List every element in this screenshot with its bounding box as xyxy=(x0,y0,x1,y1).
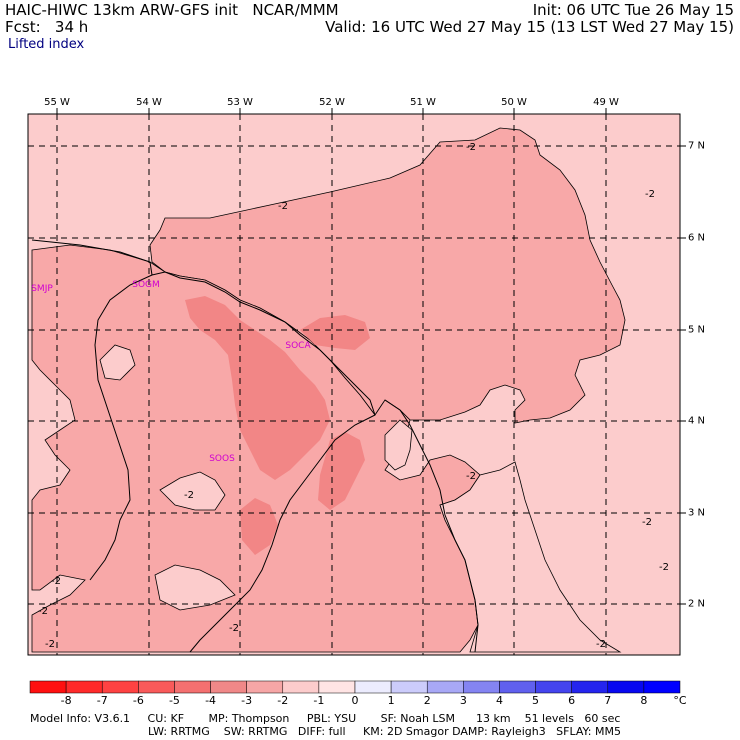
contour-label: -2 xyxy=(229,623,239,634)
lon-label: 53 W xyxy=(227,97,253,108)
region-li-light-pocket xyxy=(159,471,226,511)
lat-label: 7 N xyxy=(688,140,706,152)
lon-label: 54 W xyxy=(136,97,162,108)
lat-label: 4 N xyxy=(688,415,706,427)
contour-label: -2 xyxy=(278,201,288,212)
colorbar-tick-label: 3 xyxy=(459,694,467,707)
colorbar-tick-label: 1 xyxy=(387,694,395,707)
station-label: SOCA xyxy=(285,341,311,351)
map-tick-marks xyxy=(56,108,686,605)
contour-label: -2 xyxy=(184,490,194,501)
lon-label: 55 W xyxy=(44,97,70,108)
lon-label: 52 W xyxy=(319,97,345,108)
colorbar-swatch xyxy=(535,680,572,694)
model-info-line1: Model Info: V3.6.1 CU: KF MP: Thompson P… xyxy=(30,712,621,725)
contour-labels: -2 -2 -2 -2 -2 -2 -2 -2 -2 -2 -2 -2 xyxy=(38,142,669,650)
contour-label: -2 xyxy=(51,576,61,587)
colorbar-swatch xyxy=(101,680,139,694)
colorbar-tick-label: 7 xyxy=(604,694,612,707)
country-border xyxy=(31,239,376,416)
valid-time: Valid: 16 UTC Wed 27 May 15 (13 LST Wed … xyxy=(325,18,734,36)
contour-label: -2 xyxy=(38,606,48,617)
colorbar-swatch xyxy=(426,680,464,694)
lat-label: 3 N xyxy=(688,507,706,519)
colorbar-swatch xyxy=(643,680,681,694)
country-border xyxy=(189,414,376,653)
colorbar-swatch xyxy=(607,680,645,694)
colorbar-swatch xyxy=(318,680,356,694)
colorbar-tick-label: 4 xyxy=(495,694,503,707)
lon-label: 51 W xyxy=(410,97,436,108)
map-frame xyxy=(27,113,681,656)
country-border xyxy=(89,274,153,581)
station-label: SOOS xyxy=(209,454,235,464)
contour-label: -2 xyxy=(466,471,476,482)
region-li-dark xyxy=(300,315,370,350)
init-time: Init: 06 UTC Tue 26 May 15 xyxy=(532,1,734,19)
lon-label: 50 W xyxy=(501,97,527,108)
region-li-light-pocket xyxy=(384,419,413,471)
colorbar-tick-label: -7 xyxy=(96,694,108,707)
coastline xyxy=(384,399,479,653)
colorbar-tick-label: -1 xyxy=(313,694,325,707)
colorbar-tick-label: -6 xyxy=(132,694,144,707)
lon-label: 49 W xyxy=(593,97,619,108)
contour-label: -2 xyxy=(659,562,669,573)
colorbar-tick-label: 5 xyxy=(532,694,540,707)
colorbar-swatch xyxy=(354,680,392,694)
colorbar-swatch xyxy=(499,680,536,694)
field-name: Lifted index xyxy=(8,37,85,52)
colorbar-tick-label: -8 xyxy=(60,694,72,707)
colorbar-tick-label: 6 xyxy=(568,694,576,707)
contour-label: -2 xyxy=(642,517,652,528)
region-li-dark xyxy=(318,432,365,510)
lat-label: 2 N xyxy=(688,598,706,610)
colorbar-tick-label: 0 xyxy=(351,694,359,707)
colorbar-unit: °C xyxy=(673,694,687,707)
colorbar-swatch xyxy=(390,680,428,694)
station-label: SMJP xyxy=(31,284,53,294)
colorbar-tick-label: -2 xyxy=(277,694,289,707)
colorbar-swatch xyxy=(246,680,284,694)
colorbar-swatch xyxy=(210,680,247,694)
contour-label: -2 xyxy=(645,189,655,200)
model-title: HAIC-HIWC 13km ARW-GFS init NCAR/MMM xyxy=(5,1,339,19)
colorbar-swatch xyxy=(282,680,320,694)
lat-label: 6 N xyxy=(688,232,706,244)
region-li-dark xyxy=(185,296,330,480)
colorbar xyxy=(29,680,681,694)
lat-label: 5 N xyxy=(688,324,706,336)
colorbar-tick-label: 8 xyxy=(640,694,648,707)
model-info-line2: LW: RRTMG SW: RRTMG DIFF: full KM: 2D Sm… xyxy=(148,725,621,738)
colorbar-tick-label: -3 xyxy=(241,694,253,707)
region-li-light-pocket xyxy=(154,564,236,611)
colorbar-swatch xyxy=(65,680,103,694)
colorbar-tick-label: -4 xyxy=(205,694,217,707)
colorbar-tick-label: -5 xyxy=(168,694,180,707)
colorbar-swatch xyxy=(29,680,67,694)
contour-label: -2 xyxy=(45,639,55,650)
forecast-hour: Fcst: 34 h xyxy=(5,18,89,36)
region-li-light-pocket xyxy=(99,344,136,381)
colorbar-tick-label: 2 xyxy=(423,694,431,707)
station-label: SOGM xyxy=(132,280,160,290)
colorbar-swatch xyxy=(571,680,609,694)
contour-label: -2 xyxy=(466,142,476,153)
lat-lon-grid xyxy=(28,114,680,655)
colorbar-swatch xyxy=(463,680,500,694)
contour-label: -2 xyxy=(596,639,606,650)
region-li-dark xyxy=(240,498,278,555)
colorbar-swatch xyxy=(138,680,175,694)
colorbar-swatch xyxy=(174,680,211,694)
